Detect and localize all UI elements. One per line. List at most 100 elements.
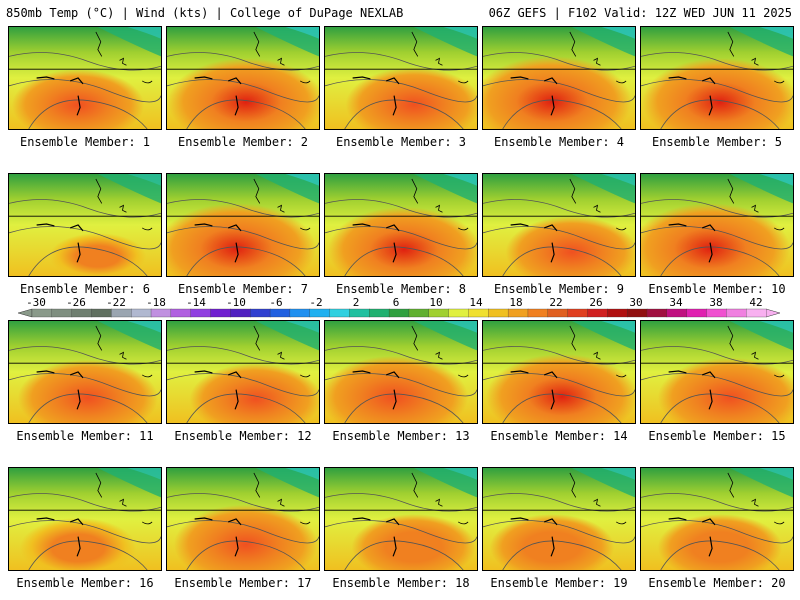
colorbar-min-arrow — [17, 308, 33, 318]
ensemble-member-label: Ensemble Member: 19 — [490, 576, 628, 590]
colorbar-swatch — [190, 308, 212, 318]
ensemble-member-label: Ensemble Member: 17 — [174, 576, 312, 590]
ensemble-member-label: Ensemble Member: 6 — [19, 282, 151, 296]
colorbar-tick-label: -22 — [106, 296, 126, 309]
colorbar-swatch — [488, 308, 509, 318]
ensemble-member-map — [482, 467, 636, 571]
ensemble-member-map — [166, 320, 320, 424]
colorbar-tick-label: -2 — [309, 296, 323, 309]
colorbar-swatch — [230, 308, 251, 318]
colorbar-swatch — [686, 308, 708, 318]
ensemble-member-label: Ensemble Member: 1 — [19, 135, 151, 149]
colorbar-swatch — [706, 308, 727, 318]
colorbar-swatch — [250, 308, 271, 318]
colorbar-tick-label: 22 — [549, 296, 563, 309]
colorbar-tick-label: 42 — [749, 296, 763, 309]
ensemble-member-label: Ensemble Member: 5 — [651, 135, 783, 149]
colorbar-swatch — [91, 308, 113, 318]
colorbar-tick-label: 14 — [469, 296, 483, 309]
ensemble-member-label: Ensemble Member: 16 — [16, 576, 154, 590]
colorbar-swatch — [527, 308, 549, 318]
ensemble-member-label: Ensemble Member: 2 — [177, 135, 309, 149]
colorbar-swatch — [567, 308, 589, 318]
ensemble-member-label: Ensemble Member: 20 — [648, 576, 786, 590]
colorbar-swatch — [269, 308, 291, 318]
colorbar-tick-label: 30 — [629, 296, 643, 309]
ensemble-member-map — [8, 320, 162, 424]
colorbar-tick-label: -30 — [26, 296, 46, 309]
model-run-info: 06Z GEFS | F102 Valid: 12Z WED JUN 11 20… — [488, 6, 792, 20]
ensemble-member-label: Ensemble Member: 9 — [493, 282, 625, 296]
ensemble-member-map — [324, 320, 478, 424]
colorbar-swatch — [587, 308, 608, 318]
colorbar-tick-label: -18 — [146, 296, 166, 309]
colorbar-tick-label: -26 — [66, 296, 86, 309]
ensemble-member-label: Ensemble Member: 12 — [174, 429, 312, 443]
colorbar-max-arrow — [765, 308, 781, 318]
colorbar-tick-label: 10 — [429, 296, 443, 309]
colorbar-swatch — [111, 308, 132, 318]
colorbar-swatch — [646, 308, 668, 318]
colorbar-swatch — [289, 308, 311, 318]
colorbar-swatch — [607, 308, 628, 318]
ensemble-member-map — [166, 173, 320, 277]
ensemble-member-label: Ensemble Member: 7 — [177, 282, 309, 296]
ensemble-member-label: Ensemble Member: 18 — [332, 576, 470, 590]
ensemble-member-map — [8, 467, 162, 571]
ensemble-member-map — [324, 467, 478, 571]
ensemble-member-label: Ensemble Member: 14 — [490, 429, 628, 443]
colorbar-swatch — [31, 308, 53, 318]
colorbar-swatch — [726, 308, 747, 318]
ensemble-member-map — [166, 467, 320, 571]
temperature-colorbar: -30 -26 -22 -18 -14 -10 -6 -2 2 6 10 14 18 22 26 30 34 38… — [0, 296, 800, 320]
ensemble-member-map — [482, 320, 636, 424]
ensemble-member-map — [640, 467, 794, 571]
ensemble-member-label: Ensemble Member: 15 — [648, 429, 786, 443]
colorbar-tick-label: 6 — [392, 296, 400, 309]
colorbar-swatch — [388, 308, 410, 318]
colorbar-swatch — [507, 308, 529, 318]
ensemble-member-map — [482, 173, 636, 277]
ensemble-member-map — [8, 173, 162, 277]
colorbar-swatch — [309, 308, 331, 318]
ensemble-member-map — [640, 320, 794, 424]
colorbar-swatch — [448, 308, 470, 318]
ensemble-member-map — [324, 26, 478, 130]
colorbar-graphic — [17, 308, 781, 318]
colorbar-tick-label: 2 — [352, 296, 360, 309]
colorbar-tick-label: 18 — [509, 296, 523, 309]
colorbar-swatch — [468, 308, 489, 318]
colorbar-tick-label: -10 — [226, 296, 246, 309]
ensemble-member-label: Ensemble Member: 13 — [332, 429, 470, 443]
colorbar-tick-label: -14 — [186, 296, 206, 309]
ensemble-member-label: Ensemble Member: 4 — [493, 135, 625, 149]
colorbar-swatch — [170, 308, 192, 318]
colorbar-swatch — [150, 308, 172, 318]
ensemble-member-label: Ensemble Member: 8 — [335, 282, 467, 296]
ensemble-member-map — [8, 26, 162, 130]
colorbar-swatch — [329, 308, 351, 318]
ensemble-member-map — [482, 26, 636, 130]
colorbar-tick-label: 34 — [669, 296, 683, 309]
ensemble-member-label: Ensemble Member: 3 — [335, 135, 467, 149]
ensemble-member-map — [640, 26, 794, 130]
ensemble-member-label: Ensemble Member: 10 — [648, 282, 786, 296]
colorbar-swatch — [547, 308, 569, 318]
colorbar-swatch — [626, 308, 648, 318]
colorbar-swatch — [210, 308, 232, 318]
colorbar-swatch — [408, 308, 430, 318]
ensemble-member-map — [640, 173, 794, 277]
colorbar-swatch — [746, 308, 767, 318]
colorbar-swatch — [428, 308, 450, 318]
colorbar-swatch — [666, 308, 688, 318]
colorbar-swatch — [51, 308, 73, 318]
colorbar-tick-label: -6 — [269, 296, 283, 309]
ensemble-member-label: Ensemble Member: 11 — [16, 429, 154, 443]
colorbar-tick-label: 38 — [709, 296, 723, 309]
colorbar-swatch — [349, 308, 370, 318]
ensemble-member-map — [166, 26, 320, 130]
colorbar-swatch — [71, 308, 93, 318]
colorbar-tick-label: 26 — [589, 296, 603, 309]
ensemble-member-map — [324, 173, 478, 277]
colorbar-swatch — [369, 308, 390, 318]
